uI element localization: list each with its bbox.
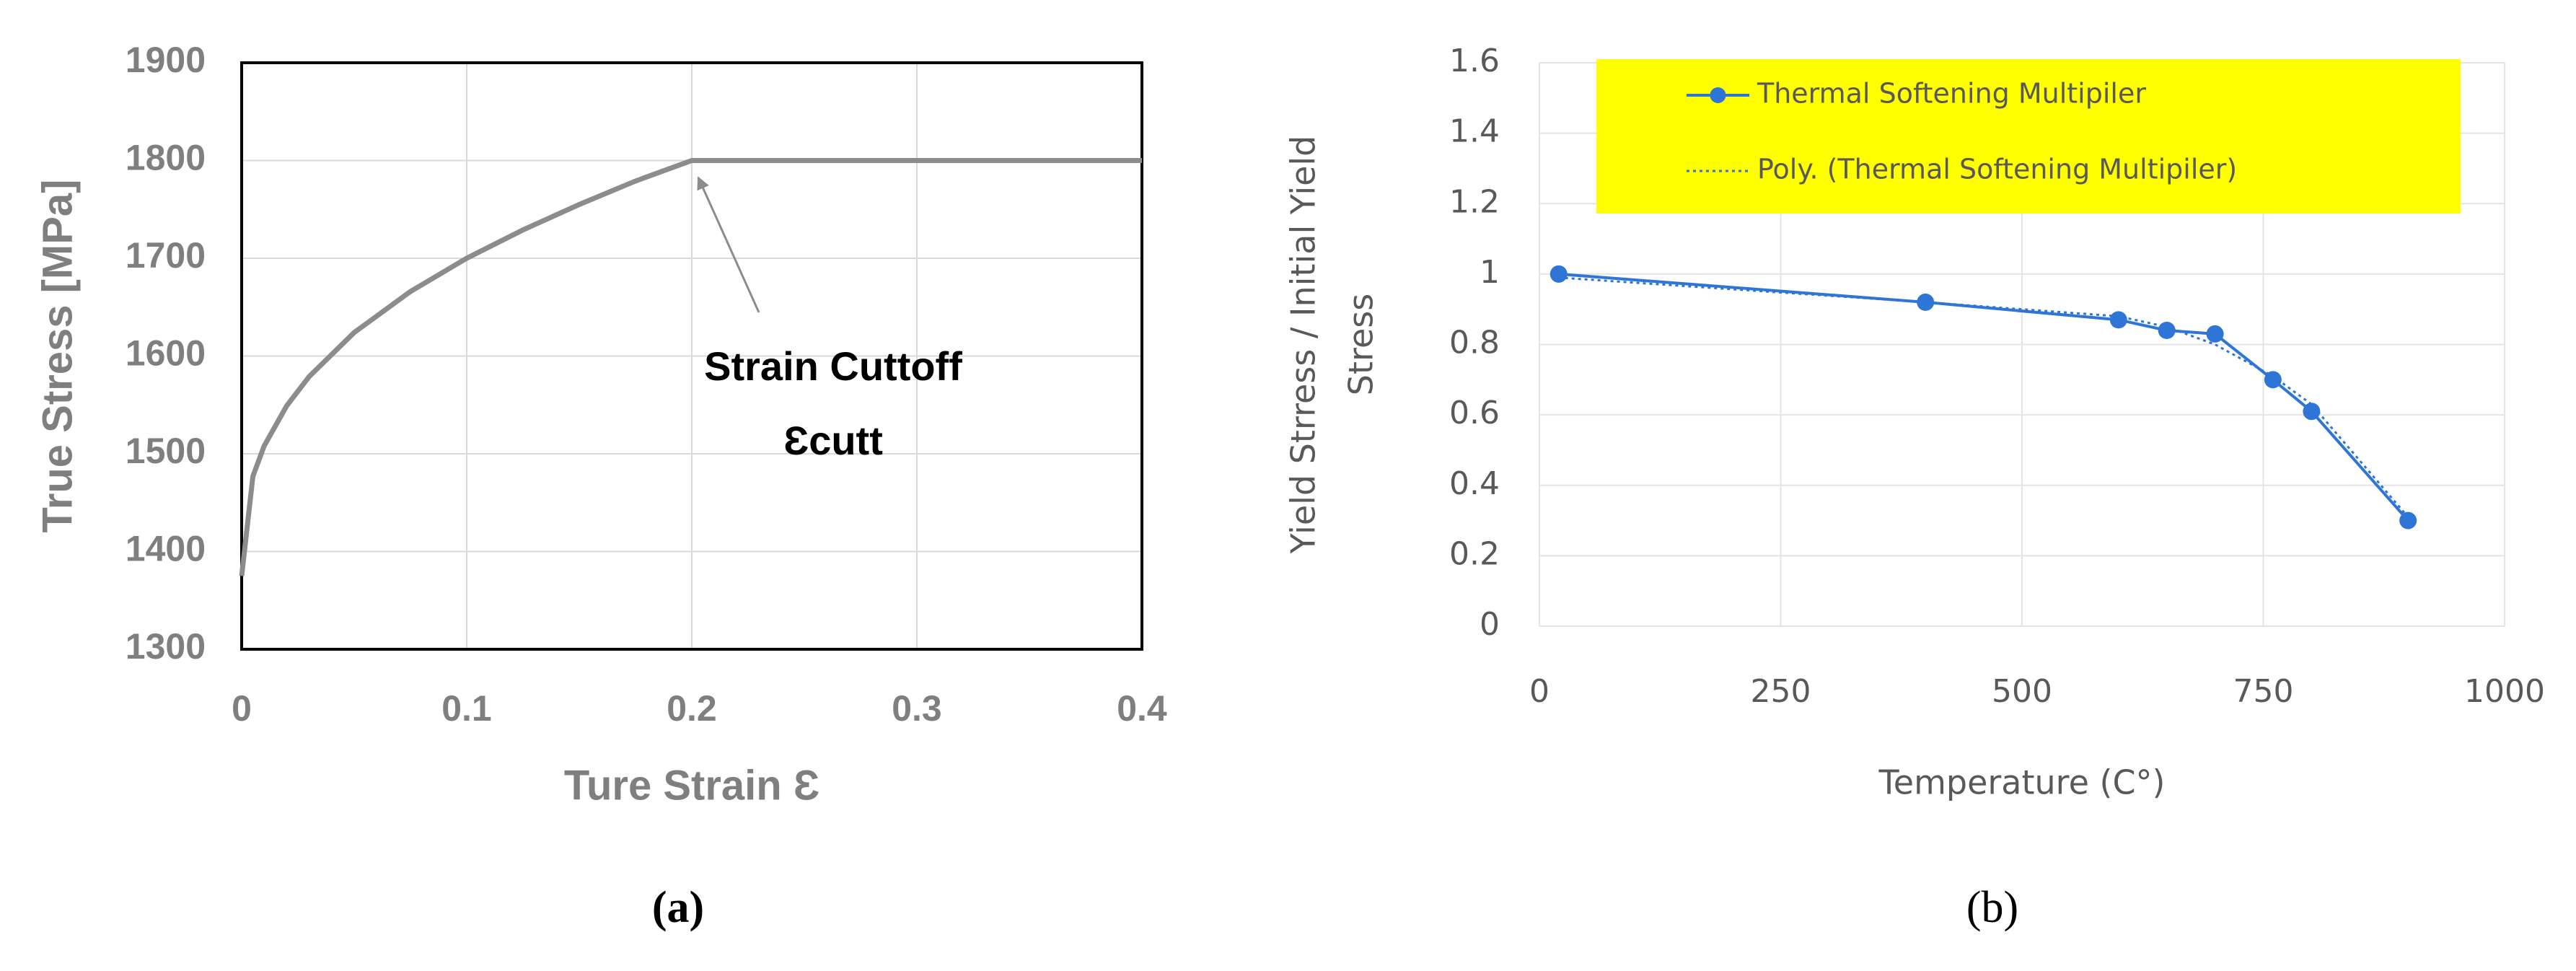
x-tick-label: 0.3 <box>892 688 942 729</box>
x-tick-label: 0 <box>1529 673 1549 710</box>
annotation-arrow <box>697 176 760 313</box>
legend-box <box>1596 59 2461 214</box>
data-point <box>2264 371 2282 389</box>
legend-label: Thermal Softening Multipiler <box>1757 78 2146 110</box>
x-axis-title: Temperature (C°) <box>1878 763 2165 802</box>
y-tick-label: 0.4 <box>1449 465 1500 502</box>
series-line <box>1558 276 2409 518</box>
x-tick-label: 0 <box>232 688 252 729</box>
y-axis-title: Stress <box>1342 294 1381 395</box>
y-tick-label: 0.8 <box>1449 325 1500 361</box>
y-tick-label: 1800 <box>126 138 206 178</box>
y-tick-label: 1 <box>1480 254 1500 291</box>
y-tick-label: 1400 <box>126 529 206 569</box>
y-axis-title: True Stress [MPa] <box>34 180 81 533</box>
y-tick-label: 1.6 <box>1449 43 1500 79</box>
y-tick-label: 1.4 <box>1449 113 1500 150</box>
data-point <box>2109 311 2127 329</box>
plot-frame <box>240 61 1143 651</box>
x-tick-label: 1000 <box>2464 673 2545 710</box>
annotation: Ɛcutt <box>783 418 883 463</box>
x-tick-label: 0.1 <box>441 688 492 729</box>
annotation: Strain Cuttoff <box>704 343 962 389</box>
y-axis-title: Yield Strress / Initial Yield <box>1284 136 1323 555</box>
data-point <box>2158 321 2176 339</box>
x-axis-title: Ture Strain Ɛ <box>564 762 819 809</box>
y-tick-label: 1900 <box>126 40 206 80</box>
y-tick-label: 0.2 <box>1449 535 1500 572</box>
data-point <box>1549 265 1568 283</box>
legend-label: Poly. (Thermal Softening Multipiler) <box>1757 154 2237 185</box>
x-tick-label: 750 <box>2233 673 2294 710</box>
series-line <box>239 158 1142 576</box>
y-tick-label: 1600 <box>126 333 206 374</box>
data-point <box>2399 511 2417 530</box>
caption: (b) <box>1966 883 2018 932</box>
y-tick-label: 1.2 <box>1449 183 1500 220</box>
legend-marker <box>1710 87 1726 103</box>
x-tick-label: 0.2 <box>667 688 717 729</box>
y-tick-label: 0.6 <box>1449 395 1500 431</box>
chart-a: 1300 1400 1500 1600 1700 1800 1900 0 0.1 0.2 0.3 0.… <box>34 40 1167 932</box>
caption: (a) <box>652 883 704 932</box>
x-tick-label: 0.4 <box>1117 688 1167 729</box>
y-tick-label: 1300 <box>126 626 206 667</box>
chart-b: 0 0.2 0.4 0.6 0.8 1 1.2 1.4 1.6 0 250 500 750 1000 Tem… <box>1284 43 2545 932</box>
y-tick-label: 1700 <box>126 235 206 276</box>
data-point <box>2206 325 2224 343</box>
x-tick-label: 250 <box>1751 673 1811 710</box>
y-tick-label: 0 <box>1480 606 1500 643</box>
y-tick-label: 1500 <box>126 431 206 471</box>
data-point <box>2303 403 2321 421</box>
data-point <box>1917 293 1935 311</box>
series-line <box>1558 272 2409 522</box>
x-tick-label: 500 <box>1992 673 2052 710</box>
